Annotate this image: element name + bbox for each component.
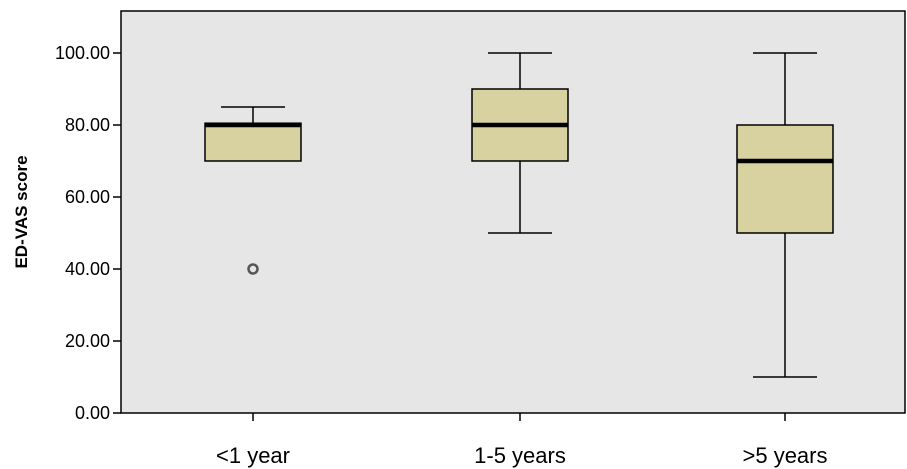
y-tick-label: 20.00 [65,331,110,351]
x-tick-label: 1-5 years [474,443,566,468]
y-tick-label: 0.00 [75,403,110,423]
box [204,122,302,162]
x-tick-label: <1 year [216,443,290,468]
y-tick-label: 80.00 [65,115,110,135]
box-group [736,52,834,378]
y-tick-label: 100.00 [55,43,110,63]
box [736,124,834,234]
boxes [204,52,834,378]
box-group [204,106,302,275]
y-tick-label: 60.00 [65,187,110,207]
y-axis: 0.00 20.00 40.00 60.00 80.00 100.00 [55,43,121,423]
y-tick-label: 40.00 [65,259,110,279]
y-axis-title: ED-VAS score [12,155,31,268]
box-group [471,52,569,234]
x-axis: <1 year 1-5 years >5 years [216,413,828,468]
outlier-point [247,263,259,275]
x-tick-label: >5 years [743,443,828,468]
